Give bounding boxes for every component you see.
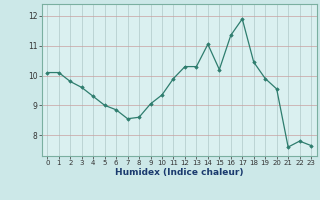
X-axis label: Humidex (Indice chaleur): Humidex (Indice chaleur)	[115, 168, 244, 177]
